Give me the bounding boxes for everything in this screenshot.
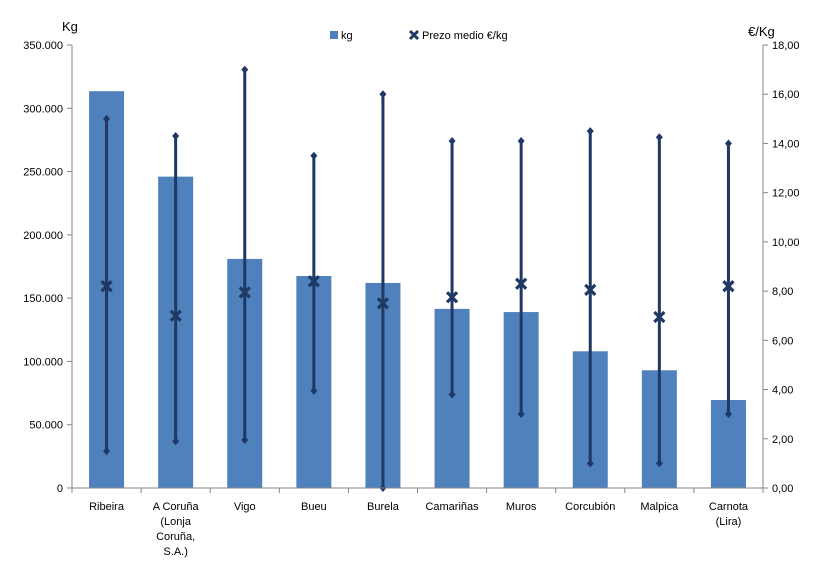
right-tick-label-7: 14,00 [772,138,800,150]
price-range-layer [100,65,735,492]
right-tick-label-1: 2,00 [772,434,793,446]
right-tick-label-8: 16,00 [772,89,800,101]
price-high-marker-8 [655,133,663,142]
price-low-marker-6 [517,410,525,419]
price-mean-marker-9 [722,280,735,293]
price-high-marker-5 [448,136,456,145]
price-low-marker-8 [655,459,663,468]
price-mean-marker-7 [584,283,597,297]
price-high-marker-6 [517,136,525,145]
price-high-marker-4 [379,90,387,99]
price-mean-marker-6 [515,277,528,290]
right-tick-label-5: 10,00 [772,237,800,249]
price-low-marker-0 [103,447,111,456]
category-label-6: Muros [506,501,537,513]
bars-layer [89,91,746,489]
right-tick-label-0: 0,00 [772,483,793,495]
price-low-marker-3 [310,386,318,395]
left-tick-label-3: 150.000 [23,293,63,305]
right-tick-label-6: 12,00 [772,188,800,200]
price-high-marker-9 [724,139,732,148]
category-label-4: Burela [367,501,400,513]
price-mean-marker-0 [100,280,113,293]
price-mean-marker-3 [307,275,320,288]
right-tick-label-4: 8,00 [772,286,793,298]
left-tick-label-6: 300.000 [23,103,63,115]
price-high-marker-2 [241,65,249,74]
left-tick-label-4: 200.000 [23,230,63,242]
legend-label-price: Prezo medio €/kg [422,30,508,42]
price-low-marker-2 [241,436,249,445]
legend-swatch-price [408,29,420,41]
left-tick-label-2: 100.000 [23,356,63,368]
right-tick-label-2: 4,00 [772,385,793,397]
legend-label-kg: kg [341,30,353,42]
price-low-marker-5 [448,390,456,399]
price-mean-marker-2 [238,286,251,299]
category-label-3: Bueu [301,501,327,513]
price-mean-marker-4 [376,297,390,310]
price-mean-marker-5 [445,291,459,304]
category-label-0: Ribeira [89,501,125,513]
price-high-marker-0 [103,114,111,123]
price-low-marker-9 [724,410,732,419]
category-label-5: Camariñas [425,501,479,513]
price-mean-marker-1 [169,309,182,322]
price-low-marker-7 [586,459,594,468]
left-axis-unit: Kg [62,19,78,34]
right-tick-label-3: 6,00 [772,335,793,347]
category-label-9: Carnota (Lira) [709,501,749,528]
price-mean-marker-8 [653,310,666,324]
price-high-marker-3 [310,151,318,160]
left-tick-label-1: 50.000 [29,420,63,432]
price-high-marker-1 [172,132,180,141]
right-tick-label-9: 18,00 [772,40,800,52]
left-tick-label-7: 350.000 [23,40,63,52]
left-tick-label-5: 250.000 [23,167,63,179]
category-label-8: Malpica [640,501,679,513]
right-axis-unit: €/Kg [748,24,775,39]
category-label-1: A Coruña (Lonja Coruña, S.A.) [153,501,200,558]
price-high-marker-7 [586,127,594,136]
axes-layer: 0 50.000 100.000 150.000 200.000 250.000 300.0… [23,40,799,558]
category-label-7: Corcubión [565,501,615,513]
left-tick-label-0: 0 [57,483,63,495]
legend-swatch-kg [330,31,338,39]
legend: kg Prezo medio €/kg [330,29,508,42]
category-label-2: Vigo [234,501,256,513]
price-low-marker-1 [172,437,180,446]
